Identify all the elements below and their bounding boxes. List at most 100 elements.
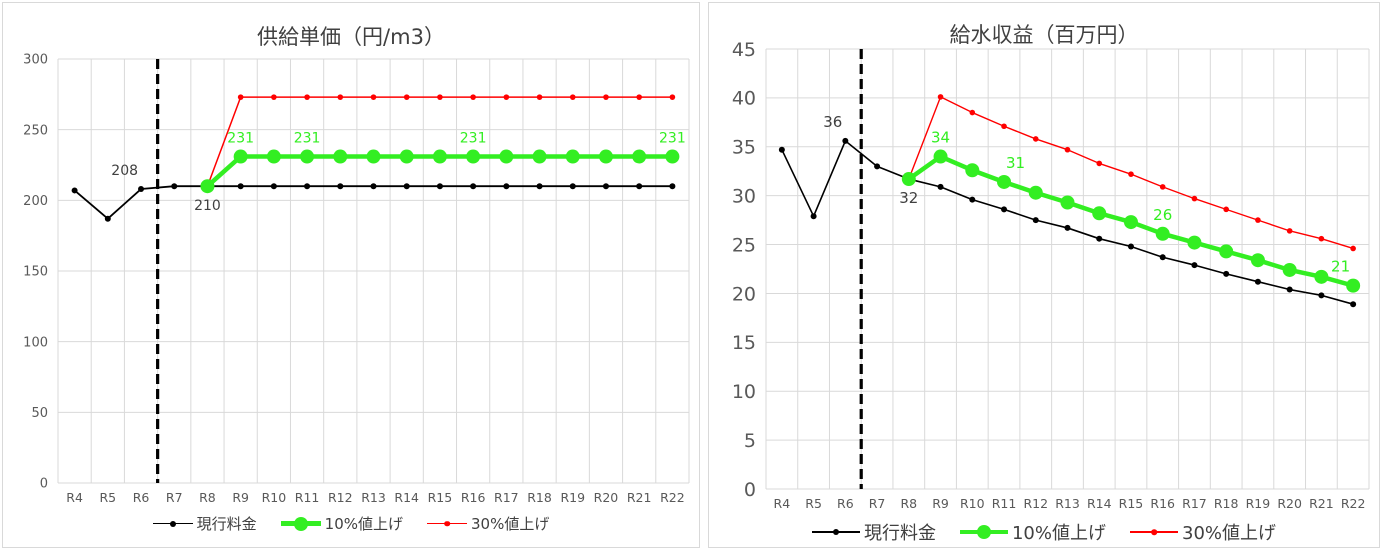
x-tick-label: R9 [932,496,949,511]
x-tick-label: R17 [494,490,519,505]
data-label: 231 [659,131,686,147]
data-point [470,183,477,190]
data-point [536,94,543,100]
x-tick-label: R9 [232,490,249,505]
data-point [436,183,443,190]
data-point [665,149,680,164]
legend-swatch [959,524,1008,540]
data-point [503,94,510,100]
data-point [778,146,785,153]
data-point [333,149,348,164]
x-tick-label: R4 [66,490,83,505]
data-point [1032,136,1039,142]
data-point [842,137,849,144]
data-point [1096,160,1103,167]
legend-item: 10%値上げ [959,519,1106,545]
y-tick-label: 30 [732,186,756,208]
data-label: 208 [111,163,138,179]
data-point [997,174,1012,189]
x-tick-label: R19 [1246,496,1271,511]
x-tick-label: R16 [461,490,486,505]
data-point [200,179,215,194]
data-point [532,149,547,164]
data-label: 231 [294,131,321,147]
series-line [206,96,673,187]
data-point [1350,245,1356,252]
data-point [632,149,647,164]
data-point [1187,235,1202,250]
chart-title: 供給単価（円/m3） [257,25,445,49]
legend-item: 10%値上げ [280,513,403,534]
data-point [937,94,944,100]
data-point [399,149,414,164]
data-point [1314,269,1329,284]
data-point [965,163,980,178]
chart-plot: 0 5 10 15 20 25 30 35 40 45 R4 R5 R6 R7 R8 R9 R10 R11 R12 R… [732,39,1370,511]
x-tick-label: R13 [1055,496,1080,511]
data-point [969,109,976,116]
y-tick-label: 25 [732,234,756,256]
data-point [901,172,916,187]
x-tick-label: R14 [1087,496,1112,511]
x-tick-label: R18 [527,490,552,505]
data-point [569,183,576,190]
data-point [1254,278,1261,285]
data-point [1255,217,1261,223]
chart-panel-water-revenue: 給水収益（百万円） 0 5 10 15 20 25 30 35 40 45 R4 R5 R6 R7 R8 R9… [708,2,1380,548]
x-tick-label: R8 [900,496,917,511]
x-tick-label: R7 [869,496,886,511]
data-point [71,187,78,194]
x-tick-label: R6 [837,496,854,511]
y-tick-label: 250 [23,123,48,138]
data-point [1028,185,1043,200]
x-tick-label: R18 [1214,496,1239,511]
data-label: 32 [899,189,918,207]
legend-label: 30%値上げ [1182,523,1277,544]
x-tick-label: R21 [627,490,652,505]
data-point [432,149,447,164]
data-point [1092,206,1107,221]
data-point [1250,253,1265,268]
data-point [933,149,948,164]
chart-legend: 現行料金 10%値上げ 30%値上げ [3,513,699,534]
data-point [1223,270,1230,277]
data-label: 21 [1331,258,1350,276]
data-point [1219,244,1234,259]
x-tick-label: R19 [560,490,585,505]
data-point [1127,243,1134,250]
data-label: 31 [1006,154,1025,172]
x-tick-label: R21 [1309,496,1334,511]
data-point [270,183,277,190]
legend-swatch [427,516,467,532]
series-1 [200,149,680,194]
data-point [1191,195,1198,202]
series-1 [901,149,1361,293]
data-point [1060,195,1075,210]
data-point [669,183,676,190]
data-point [1223,206,1229,213]
y-tick-label: 20 [732,283,756,305]
data-label: 34 [931,129,950,147]
data-point [603,94,609,100]
x-tick-label: R22 [1341,496,1366,511]
data-point [466,149,481,164]
data-point [271,94,277,100]
data-point [1155,226,1170,241]
data-point [1350,301,1357,308]
x-tick-label: R10 [262,490,287,505]
data-point [1096,235,1103,242]
data-point [304,183,311,190]
data-point [403,183,410,190]
x-tick-label: R4 [774,496,791,511]
data-point [1282,262,1297,277]
data-point [1191,262,1198,269]
legend-label: 現行料金 [863,523,936,544]
legend-swatch [280,516,321,532]
y-tick-label: 40 [732,88,756,110]
data-point [1032,217,1039,224]
y-tick-label: 100 [23,335,48,350]
data-point [437,94,443,100]
legend-item: 現行料金 [811,519,936,545]
data-point [304,94,310,100]
data-point [1286,286,1293,293]
